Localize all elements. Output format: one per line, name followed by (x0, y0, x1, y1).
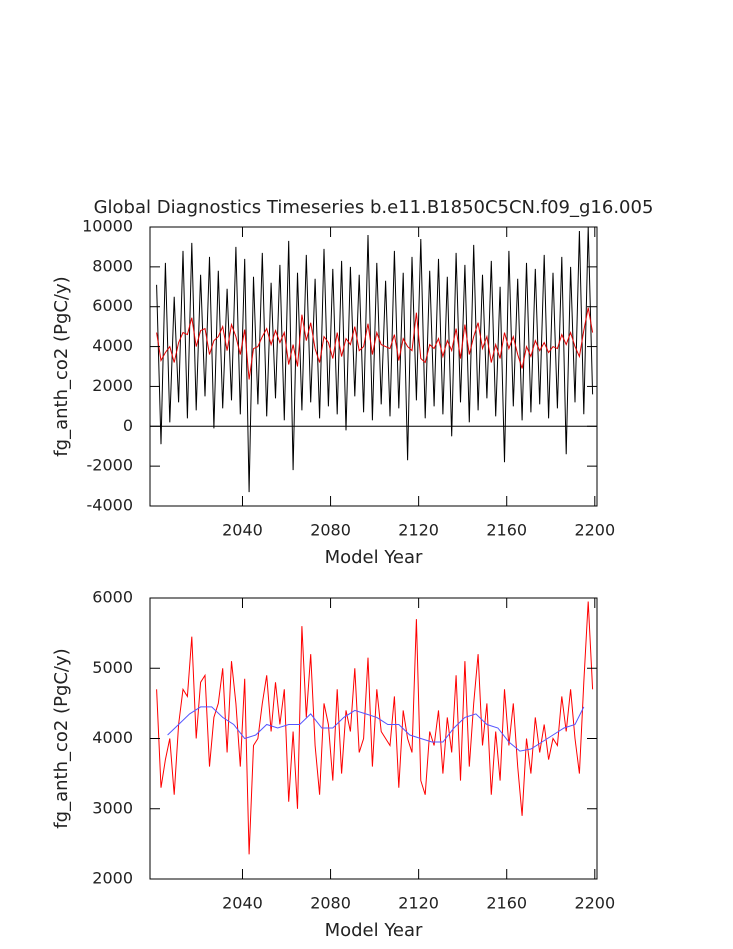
x-tick-label: 2040 (222, 894, 263, 913)
data-line (156, 601, 594, 855)
x-tick-label: 2120 (398, 521, 439, 540)
x-tick-label: 2040 (222, 521, 263, 540)
x-tick-label: 2160 (486, 521, 527, 540)
y-axis-label: fg_anth_co2 (PgC/y) (51, 648, 72, 828)
x-axis-label: Model Year (325, 547, 423, 568)
y-tick-label: 2000 (92, 869, 133, 888)
y-tick-label: 2000 (92, 376, 133, 395)
x-tick-label: 2120 (398, 894, 439, 913)
y-tick-label: 0 (123, 416, 133, 435)
y-tick-label: -2000 (87, 456, 134, 475)
y-tick-label: 4000 (92, 336, 133, 355)
y-tick-label: 4000 (92, 728, 133, 747)
data-line (156, 307, 594, 380)
x-tick-label: 2200 (574, 521, 615, 540)
x-tick-label: 2160 (486, 894, 527, 913)
chart-title: Global Diagnostics Timeseries b.e11.B185… (94, 197, 654, 218)
y-tick-label: 5000 (92, 658, 133, 677)
x-tick-label: 2080 (310, 894, 351, 913)
plot-frame (149, 226, 598, 507)
x-axis-label: Model Year (325, 920, 423, 941)
y-tick-label: 10000 (82, 217, 133, 236)
y-tick-label: 3000 (92, 798, 133, 817)
data-line (167, 706, 585, 752)
y-tick-label: 6000 (92, 296, 133, 315)
y-axis-label: fg_anth_co2 (PgC/y) (51, 276, 72, 456)
y-tick-label: -4000 (87, 496, 134, 515)
x-tick-label: 2200 (574, 894, 615, 913)
y-tick-label: 8000 (92, 256, 133, 275)
y-tick-label: 6000 (92, 588, 133, 607)
x-tick-label: 2080 (310, 521, 351, 540)
